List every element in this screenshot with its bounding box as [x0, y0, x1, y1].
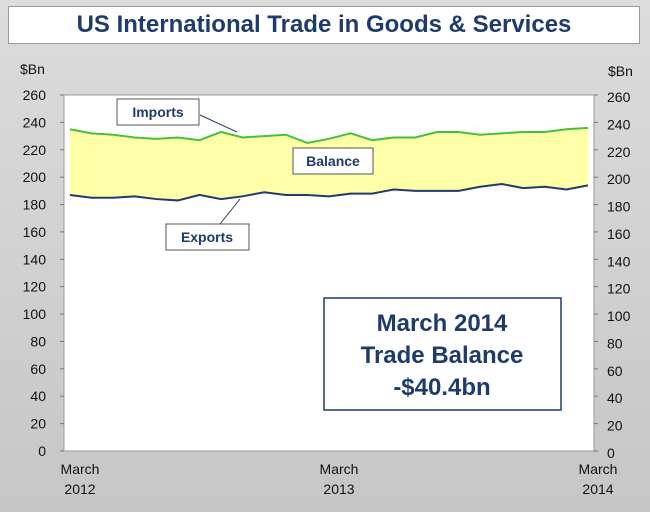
info-box-line-3: -$40.4bn [393, 374, 490, 401]
info-box-line-2: Trade Balance [361, 342, 524, 369]
y-tick-label-right: 240 [607, 116, 631, 132]
left-axis-unit: $Bn [20, 61, 45, 77]
x-tick-label-year: 2013 [323, 481, 354, 497]
series-line-layer [69, 126, 589, 202]
y-tick-label-left: 60 [30, 361, 46, 377]
imports-callout-leader [199, 114, 238, 133]
info-box-line-1: March 2014 [377, 310, 508, 337]
imports-callout-label: Imports [132, 104, 184, 120]
y-tick-label-right: 40 [607, 390, 623, 406]
y-tick-label-left: 220 [23, 142, 47, 158]
y-tick-label-right: 220 [607, 144, 631, 160]
y-tick-label-left: 0 [38, 443, 46, 459]
y-tick-label-left: 120 [23, 279, 47, 295]
y-tick-label-left: 80 [30, 333, 46, 349]
x-tick-label-year: 2012 [64, 481, 95, 497]
x-tick-label-month: March [320, 461, 359, 477]
x-tick-label-month: March [579, 461, 618, 477]
y-tick-label-left: 260 [23, 87, 47, 103]
y-tick-label-right: 260 [607, 89, 631, 105]
balance-label-box [292, 147, 374, 175]
y-tick-label-right: 180 [607, 199, 631, 215]
chart-title: US International Trade in Goods & Servic… [76, 11, 572, 38]
y-tick-label-left: 40 [30, 388, 46, 404]
y-tick-label-right: 200 [607, 171, 631, 187]
y-tick-label-right: 120 [607, 281, 631, 297]
y-axis-ticks: 0 0 20 20 40 40 60 60 80 80 100 100 120 120 140 140 160 1… [23, 87, 631, 461]
y-tick-label-right: 100 [607, 308, 631, 324]
y-tick-label-left: 240 [23, 114, 47, 130]
x-tick-label-year: 2014 [582, 481, 613, 497]
right-axis-unit: $Bn [608, 63, 633, 79]
imports-line [69, 126, 589, 144]
imports-callout-box [116, 98, 200, 126]
y-tick-label-left: 140 [23, 251, 47, 267]
x-tick-label-month: March [61, 461, 100, 477]
y-tick-label-right: 140 [607, 253, 631, 269]
exports-callout-box [165, 223, 250, 251]
x-axis-ticks: March 2012 March 2013 March 2014 [61, 461, 618, 497]
y-tick-label-right: 20 [607, 418, 623, 434]
y-tick-label-right: 0 [607, 445, 615, 461]
y-tick-label-right: 80 [607, 335, 623, 351]
y-tick-label-right: 160 [607, 226, 631, 242]
y-tick-label-left: 160 [23, 224, 47, 240]
y-tick-label-left: 100 [23, 306, 47, 322]
y-tick-label-left: 180 [23, 197, 47, 213]
balance-label: Balance [306, 153, 360, 169]
y-tick-label-right: 60 [607, 363, 623, 379]
exports-line [69, 182, 589, 202]
exports-callout-label: Exports [181, 229, 233, 245]
y-tick-label-left: 20 [30, 416, 46, 432]
y-tick-label-left: 200 [23, 169, 47, 185]
exports-callout-leader [219, 198, 241, 225]
trade-balance-info-box [323, 297, 562, 411]
chart-title-box: US International Trade in Goods & Servic… [8, 6, 640, 44]
